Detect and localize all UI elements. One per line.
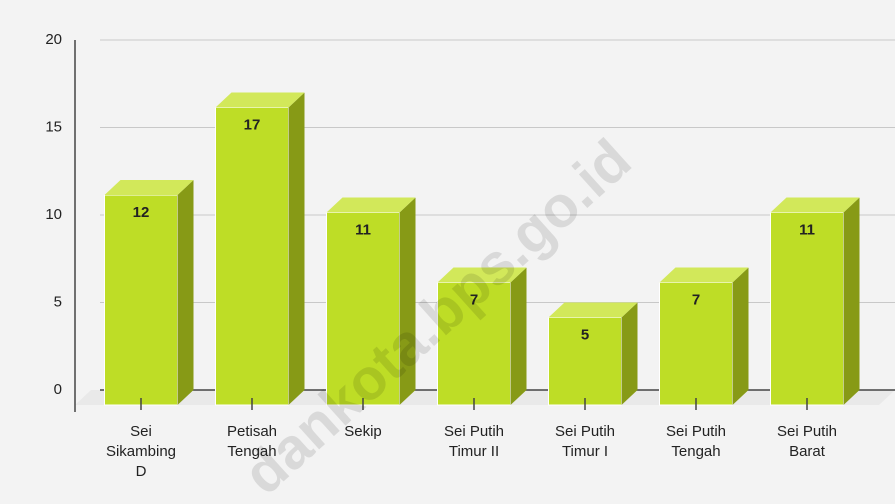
bar-top [770,197,860,213]
value-label: 17 [244,116,261,133]
bar-top [326,197,416,213]
y-tick-label: 15 [45,118,62,135]
y-tick-label: 10 [45,206,62,223]
bar-top [659,267,749,283]
y-tick-label: 20 [45,31,62,48]
bar [770,197,860,406]
bar-side [732,267,749,405]
x-tick-label: Sei Putih Timur II [443,423,505,460]
bar [548,302,638,406]
bar [215,92,305,406]
bar [326,197,416,406]
y-tick-label: 5 [54,293,62,310]
value-label: 11 [799,221,815,238]
bar-front [659,282,733,406]
y-tick-label: 0 [54,381,62,398]
value-label: 12 [133,204,150,221]
x-tick-label: Sei Putih Timur I [554,423,616,460]
bar-top [437,267,527,283]
bar-side [510,267,527,405]
bar-front [548,317,622,406]
value-label: 5 [581,326,589,343]
bar [437,267,527,406]
bar-top [104,180,194,195]
bar-top [548,302,638,318]
bar-top [215,92,305,108]
bar-front [437,282,511,406]
x-tick-label: Sekip [344,423,382,440]
bar-front [215,107,289,406]
bar-side [177,180,194,405]
bar-side [843,197,860,405]
bar [659,267,749,406]
bar-side [621,302,638,405]
bar-side [288,92,305,405]
x-tick-label: Sei Sikambing D [105,423,177,480]
bar-front [104,194,178,406]
value-label: 11 [355,221,371,238]
x-tick-label: Sei Putih Tengah [665,423,727,460]
x-tick-label: Sei Putih Barat [776,423,838,460]
bar-side [399,197,416,405]
x-tick-label: Petisah Tengah [226,423,278,460]
bar-front [770,212,844,406]
value-label: 7 [692,291,700,308]
value-label: 7 [470,291,478,308]
